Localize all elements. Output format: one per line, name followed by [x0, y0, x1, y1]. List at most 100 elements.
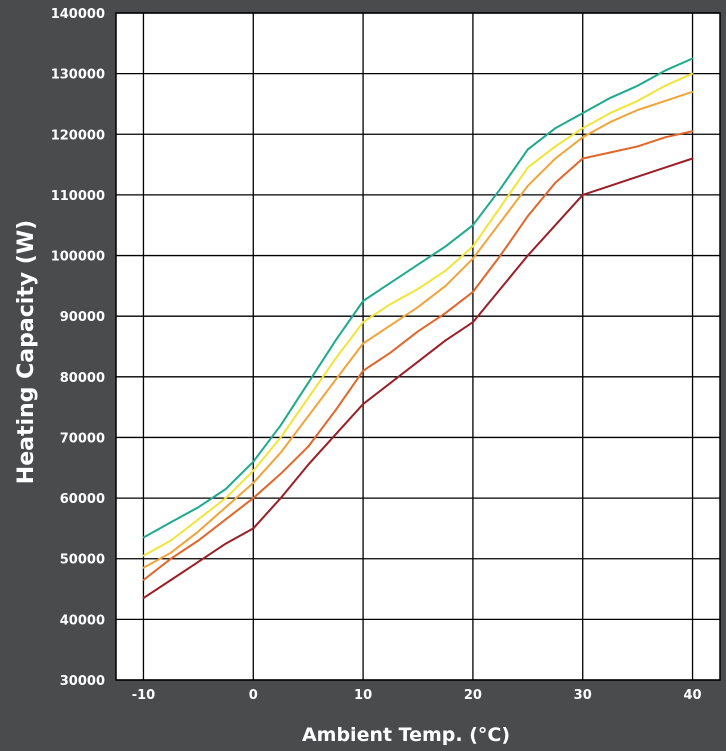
tick-layer: -10 0 10 20 30 40 30000 40000 50000 60000 70000 800… [51, 7, 702, 703]
data-point [142, 566, 145, 569]
data-point [636, 84, 639, 87]
data-point [417, 306, 419, 308]
x-tick-label: 40 [683, 688, 701, 703]
data-point [554, 224, 557, 227]
data-point [691, 130, 694, 133]
series-layer [142, 57, 694, 600]
data-point [417, 360, 419, 363]
series-5 [142, 157, 694, 600]
data-point [279, 497, 282, 499]
data-point [691, 157, 694, 160]
data-point [224, 542, 227, 545]
data-point [499, 287, 502, 290]
data-point [334, 409, 337, 412]
data-point [362, 342, 364, 345]
data-point [224, 488, 227, 490]
data-point [472, 245, 474, 248]
data-point [252, 527, 255, 530]
grid-layer [116, 12, 720, 681]
data-point [170, 557, 172, 560]
data-point [389, 281, 392, 284]
x-tick-label: 20 [464, 688, 482, 703]
data-point [526, 148, 529, 151]
data-point [252, 469, 255, 472]
data-point [444, 284, 447, 287]
data-point [142, 597, 145, 600]
data-point [691, 90, 694, 93]
x-tick-label: -10 [132, 688, 156, 703]
data-point [197, 530, 200, 533]
data-point [581, 157, 584, 160]
y-tick-label: 40000 [60, 613, 105, 628]
data-point [252, 482, 255, 484]
data-point [636, 109, 639, 111]
data-point [581, 136, 584, 139]
data-point [526, 215, 529, 218]
series-4 [142, 130, 694, 581]
data-point [142, 554, 145, 557]
data-point [389, 324, 392, 327]
data-point [389, 381, 392, 384]
y-tick-label: 130000 [51, 68, 105, 83]
data-point [362, 321, 364, 324]
data-point [252, 497, 255, 499]
data-point [444, 269, 447, 272]
data-point [307, 463, 310, 466]
data-point [472, 257, 474, 260]
data-point [334, 357, 337, 360]
data-point [389, 351, 392, 354]
data-point [170, 551, 172, 554]
data-point [170, 521, 172, 524]
data-point [664, 166, 666, 169]
data-point [472, 224, 474, 227]
data-point [472, 321, 474, 324]
plot-area [116, 13, 720, 680]
data-point [609, 184, 612, 187]
x-tick-label: 0 [249, 688, 258, 703]
y-tick-label: 100000 [51, 250, 105, 265]
data-point [307, 381, 310, 384]
y-tick-label: 120000 [51, 128, 105, 143]
data-point [526, 184, 529, 187]
y-tick-label: 70000 [60, 431, 105, 446]
data-point [526, 166, 529, 169]
y-tick-label: 30000 [60, 674, 105, 689]
y-tick-label: 50000 [60, 553, 105, 568]
data-point [609, 112, 612, 114]
data-point [499, 206, 502, 208]
plot-border [115, 12, 721, 681]
data-point [197, 539, 200, 542]
y-tick-label: 60000 [60, 492, 105, 507]
data-point [362, 369, 364, 372]
data-point [279, 436, 282, 439]
data-point [472, 291, 474, 293]
data-point [307, 415, 310, 418]
data-point [362, 300, 364, 302]
y-tick-label: 90000 [60, 310, 105, 325]
data-point [664, 69, 666, 72]
data-point [499, 187, 502, 190]
data-point [444, 245, 447, 248]
data-point [224, 506, 227, 509]
data-point [664, 84, 666, 87]
data-point [636, 175, 639, 178]
data-point [334, 339, 337, 342]
data-point [334, 433, 337, 436]
data-point [142, 536, 145, 539]
data-point [526, 254, 529, 257]
x-tick-label: 10 [354, 688, 372, 703]
data-point [444, 339, 447, 342]
data-point [279, 424, 282, 427]
x-axis-title: Ambient Temp. (°C) [302, 724, 510, 746]
data-point [362, 403, 364, 406]
data-point [499, 254, 502, 257]
data-point [581, 127, 584, 130]
data-point [279, 451, 282, 454]
data-point [197, 560, 200, 563]
data-point [417, 263, 419, 266]
data-point [142, 579, 145, 581]
y-tick-label: 140000 [51, 7, 105, 22]
series-2 [142, 72, 694, 557]
x-tick-label: 30 [574, 688, 592, 703]
